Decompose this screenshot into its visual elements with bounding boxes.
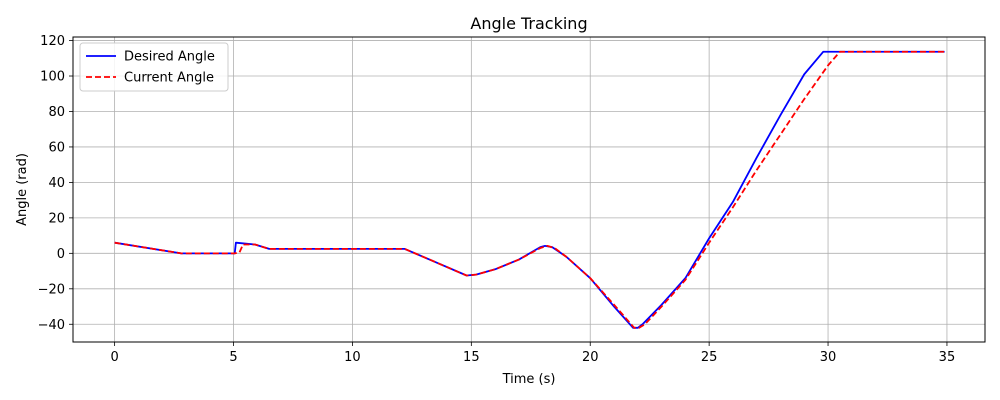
series-line-current-angle <box>114 50 945 329</box>
x-tick-label: 30 <box>820 350 837 365</box>
y-axis-label: Angle (rad) <box>15 153 30 226</box>
y-tick-label: 120 <box>40 34 65 49</box>
plot-lines <box>114 50 945 329</box>
legend-label: Current Angle <box>124 71 214 86</box>
y-tick-label: 0 <box>57 247 65 262</box>
x-tick-label: 20 <box>582 350 599 365</box>
y-tick-label: 20 <box>48 211 65 226</box>
y-tick-label: −40 <box>38 318 65 333</box>
y-tick-label: 80 <box>48 105 65 120</box>
y-axis-ticks: −40 −20 0 20 40 60 80 100 120 <box>38 34 73 333</box>
x-axis-label: Time (s) <box>502 372 556 387</box>
x-axis-ticks: 0 5 10 15 20 25 30 35 <box>110 342 955 365</box>
x-tick-label: 35 <box>939 350 956 365</box>
legend: Desired Angle Current Angle <box>79 42 229 92</box>
chart-title: Angle Tracking <box>470 14 587 33</box>
y-tick-label: 40 <box>48 176 65 191</box>
plot-frame <box>72 36 986 343</box>
x-tick-label: 15 <box>463 350 480 365</box>
y-tick-label: 60 <box>48 140 65 155</box>
legend-box <box>79 42 229 92</box>
x-tick-label: 0 <box>110 350 118 365</box>
y-tick-label: 100 <box>40 70 65 85</box>
x-tick-label: 10 <box>344 350 361 365</box>
x-tick-label: 5 <box>229 350 237 365</box>
legend-label: Desired Angle <box>124 50 215 65</box>
y-tick-label: −20 <box>38 282 65 297</box>
x-tick-label: 25 <box>701 350 718 365</box>
